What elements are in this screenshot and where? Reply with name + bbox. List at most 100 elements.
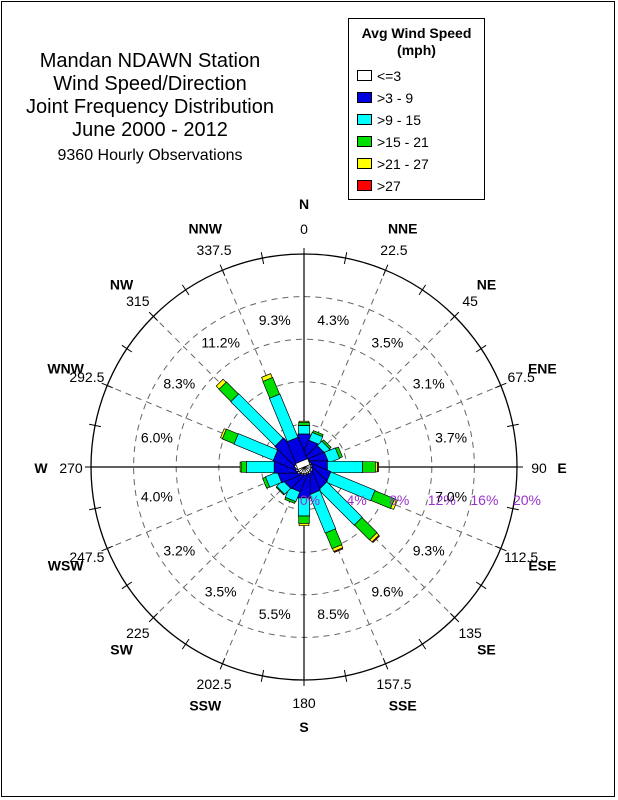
- radial-scale-label: 0%: [300, 492, 320, 508]
- ring-tick: [101, 382, 113, 389]
- direction-abbr-label: NE: [477, 277, 496, 293]
- direction-degree-label: 180: [292, 695, 316, 711]
- direction-degree-label: 315: [126, 293, 150, 309]
- sector-percent-label: 3.7%: [435, 430, 467, 446]
- legend-label: >21 - 27: [377, 156, 429, 172]
- title-line-3: Joint Frequency Distribution: [26, 96, 274, 118]
- direction-abbr-label: S: [299, 719, 308, 735]
- rose-petal-segment: [327, 460, 363, 474]
- legend-title: Avg Wind Speed (mph): [349, 25, 484, 59]
- rose-petal-segment: [325, 471, 376, 502]
- legend-label: >9 - 15: [377, 112, 421, 128]
- radial-scale-label: 4%: [346, 492, 366, 508]
- direction-degree-label: 337.5: [197, 242, 232, 258]
- ring-tick: [260, 669, 265, 682]
- direction-abbr-label: N: [299, 196, 309, 212]
- radial-scale-label: 8%: [389, 492, 409, 508]
- rose-petal-segment: [215, 378, 227, 390]
- direction-abbr-label: NNE: [388, 221, 418, 237]
- rose-petal-segment: [353, 516, 378, 541]
- legend-swatch: [357, 70, 372, 81]
- legend-swatch: [357, 158, 372, 169]
- legend: Avg Wind Speed (mph) <=3 >3 - 9 >9 - 15 …: [348, 18, 485, 200]
- rose-petal-segment: [318, 481, 363, 526]
- spoke-line: [153, 466, 305, 618]
- ring-tick: [219, 264, 226, 276]
- ring-tick: [495, 382, 507, 389]
- observation-count: 9360 Hourly Observations: [57, 147, 243, 164]
- legend-unit: (mph): [397, 42, 436, 58]
- direction-degree-label: 225: [126, 625, 150, 641]
- radial-scale-label: 20%: [513, 492, 541, 508]
- title-line-2: Wind Speed/Direction: [53, 73, 247, 95]
- direction-degree-label: 0: [300, 221, 308, 237]
- rose-petal-segment: [325, 528, 343, 550]
- rose-petal-segment: [218, 381, 239, 402]
- rose-petal-segment: [332, 544, 344, 552]
- rose-petal-segment: [221, 428, 239, 445]
- ring-tick: [181, 284, 190, 296]
- rose-petal-segment: [312, 430, 324, 438]
- direction-abbr-label: NW: [110, 277, 134, 293]
- sector-percent-label: 3.2%: [163, 542, 195, 558]
- rose-petal-segment: [286, 436, 308, 464]
- rose-petal-segment: [295, 458, 311, 470]
- rose-petal-segment: [297, 425, 311, 435]
- direction-degree-label: 202.5: [197, 676, 232, 692]
- ring-tick: [495, 545, 507, 552]
- direction-degree-label: 292.5: [69, 369, 104, 385]
- rose-petal-segment: [261, 373, 273, 382]
- rose-petal-segment: [264, 471, 283, 488]
- title-line-1: Mandan NDAWN Station: [39, 50, 261, 72]
- ring-tick: [101, 545, 113, 552]
- legend-label: <=3: [377, 68, 402, 84]
- ring-tick: [506, 423, 519, 428]
- legend-swatch: [357, 136, 372, 147]
- legend-label: >15 - 21: [377, 134, 429, 150]
- legend-swatch: [357, 180, 372, 191]
- ring-tick: [343, 252, 348, 265]
- legend-label: >27: [377, 178, 401, 194]
- direction-abbr-label: SSE: [389, 697, 417, 713]
- radial-scale-label: 16%: [470, 492, 498, 508]
- sector-percent-label: 3.5%: [205, 584, 237, 600]
- sector-percent-label: 8.3%: [163, 376, 195, 392]
- direction-abbr-label: ENE: [528, 360, 557, 376]
- rose-petal-segment: [262, 476, 271, 489]
- radial-scale-label: 12%: [428, 492, 456, 508]
- direction-degree-label: 247.5: [69, 549, 104, 565]
- sector-percent-label: 9.3%: [413, 542, 445, 558]
- sector-percent-label: 8.5%: [317, 606, 349, 622]
- rose-petal-segment: [298, 515, 310, 524]
- direction-degree-label: 45: [462, 293, 478, 309]
- rose-petal-segment: [369, 532, 380, 543]
- rose-petal-segment: [375, 461, 378, 473]
- rose-petal-segment: [323, 447, 341, 464]
- rose-petal-segment: [370, 490, 396, 510]
- ring-tick: [475, 344, 487, 353]
- ring-tick: [382, 264, 389, 276]
- rose-petal-segment: [275, 486, 285, 496]
- rose-petal-segment: [333, 547, 344, 553]
- direction-degree-label: 22.5: [380, 242, 407, 258]
- direction-degree-label: 270: [59, 460, 83, 476]
- rose-petal-segment: [362, 461, 376, 473]
- legend-swatch: [357, 92, 372, 103]
- direction-abbr-label: SW: [110, 641, 133, 657]
- ring-tick: [450, 311, 460, 321]
- ring-tick: [382, 658, 389, 670]
- ring-tick: [89, 423, 102, 428]
- sector-percent-label: 7.0%: [435, 488, 467, 504]
- sector-percent-label: 3.5%: [371, 334, 403, 350]
- ring-tick: [260, 252, 265, 265]
- legend-label: >3 - 9: [377, 90, 414, 106]
- direction-degree-label: 112.5: [504, 549, 538, 565]
- rose-petal-segment: [321, 439, 332, 450]
- direction-abbr-label: W: [34, 460, 48, 476]
- legend-title-text: Avg Wind Speed: [361, 25, 472, 41]
- ring-tick: [343, 669, 348, 682]
- ring-tick: [121, 344, 133, 353]
- rose-petal-segment: [268, 393, 299, 443]
- ring-tick: [89, 506, 102, 511]
